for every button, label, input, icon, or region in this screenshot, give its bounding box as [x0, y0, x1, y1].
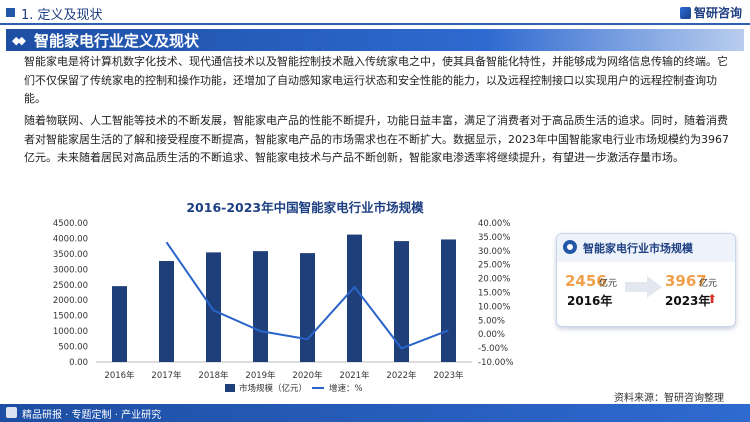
y-right-tick-label: 5.00%: [478, 316, 505, 326]
legend-bar-swatch: [225, 384, 235, 392]
legend-bar-label: 市场规模（亿元）: [239, 383, 307, 394]
chart-bar: [112, 286, 127, 362]
paragraph-definition: 智能家电是将计算机数字化技术、现代通信技术以及智能控制技术融入传统家电之中，使其…: [24, 55, 728, 105]
y-left-tick-label: 4500.00: [53, 219, 88, 229]
y-left-tick-label: 500.00: [58, 343, 88, 353]
chart-bar: [347, 234, 362, 362]
x-tick-label: 2017年: [151, 370, 182, 381]
start-unit: 亿元: [599, 279, 618, 289]
y-right-tick-label: 20.00%: [478, 275, 510, 285]
brand-logo: 智研咨询: [679, 4, 742, 21]
y-right-tick-label: 40.00%: [478, 219, 510, 229]
y-right-tick-label: 10.00%: [478, 302, 510, 312]
x-tick-label: 2023年: [433, 370, 464, 381]
x-tick-label: 2018年: [198, 370, 229, 381]
report-icon: [6, 407, 17, 418]
x-tick-label: 2020年: [292, 370, 323, 381]
y-left-tick-label: 2500.00: [53, 281, 88, 291]
card-header: 智能家电行业市场规模: [557, 234, 735, 262]
y-left-tick-label: 1000.00: [53, 327, 88, 337]
chart-bar: [159, 261, 174, 362]
start-value: 2456: [565, 272, 607, 290]
market-size-card: 智能家电行业市场规模 2456 亿元 2016年 3967 亿元 2023年 ⬆: [556, 233, 736, 327]
footer-bar: 精品研报 · 专题定制 · 产业研究: [0, 404, 750, 422]
y-right-tick-label: 25.00%: [478, 261, 510, 271]
chart-bar: [206, 252, 221, 362]
chart-bar: [300, 253, 315, 362]
top-header: 1. 定义及现状 智研咨询: [0, 0, 750, 26]
target-icon: [563, 240, 577, 254]
footer-slogan: 精品研报 · 专题定制 · 产业研究: [22, 410, 162, 421]
y-left-tick-label: 3500.00: [53, 250, 88, 260]
y-left-tick-label: 4000.00: [53, 234, 88, 244]
x-tick-label: 2022年: [386, 370, 417, 381]
legend-line-label: 增速：%: [329, 383, 363, 394]
chart-bar: [394, 241, 409, 362]
chart-bar: [253, 251, 268, 362]
brand-logo-icon: [679, 6, 691, 19]
paragraph-status: 随着物联网、人工智能等技术的不断发展，智能家电产品的性能不断提升，功能日益丰富，…: [24, 114, 729, 164]
end-year: 2023年: [665, 294, 711, 308]
y-left-tick-label: 1500.00: [53, 312, 88, 322]
card-title: 智能家电行业市场规模: [583, 242, 693, 255]
page-title: 智能家电行业定义及现状: [34, 32, 200, 50]
section-marker-icon: [6, 8, 15, 17]
x-tick-label: 2019年: [245, 370, 276, 381]
end-unit: 亿元: [699, 279, 718, 289]
y-left-tick-label: 3000.00: [53, 265, 88, 275]
header-divider: [0, 23, 750, 25]
y-right-tick-label: -5.00%: [478, 344, 508, 354]
double-chevron-icon: ◆◆: [12, 34, 26, 47]
brand-name: 智研咨询: [693, 6, 742, 20]
chart-bar: [441, 239, 456, 362]
y-right-tick-label: 15.00%: [478, 289, 510, 299]
up-arrow-icon: ⬆: [707, 292, 718, 306]
growth-arrow-icon: [625, 276, 662, 298]
source-note: 资料来源：智研咨询整理: [614, 393, 724, 404]
x-tick-label: 2021年: [339, 370, 370, 381]
chart-title: 2016-2023年中国智能家电行业市场规模: [186, 200, 424, 215]
title-banner: ◆◆ 智能家电行业定义及现状: [6, 29, 744, 51]
x-tick-label: 2016年: [104, 370, 135, 381]
y-right-tick-label: 30.00%: [478, 247, 510, 257]
y-left-tick-label: 2000.00: [53, 296, 88, 306]
y-right-tick-label: 35.00%: [478, 233, 510, 243]
y-left-tick-label: 0.00: [69, 358, 88, 368]
section-label: 1. 定义及现状: [21, 8, 103, 23]
start-year: 2016年: [567, 294, 613, 308]
y-right-tick-label: 0.00%: [478, 330, 505, 340]
end-value: 3967: [665, 272, 707, 290]
y-right-tick-label: -10.00%: [478, 358, 513, 368]
